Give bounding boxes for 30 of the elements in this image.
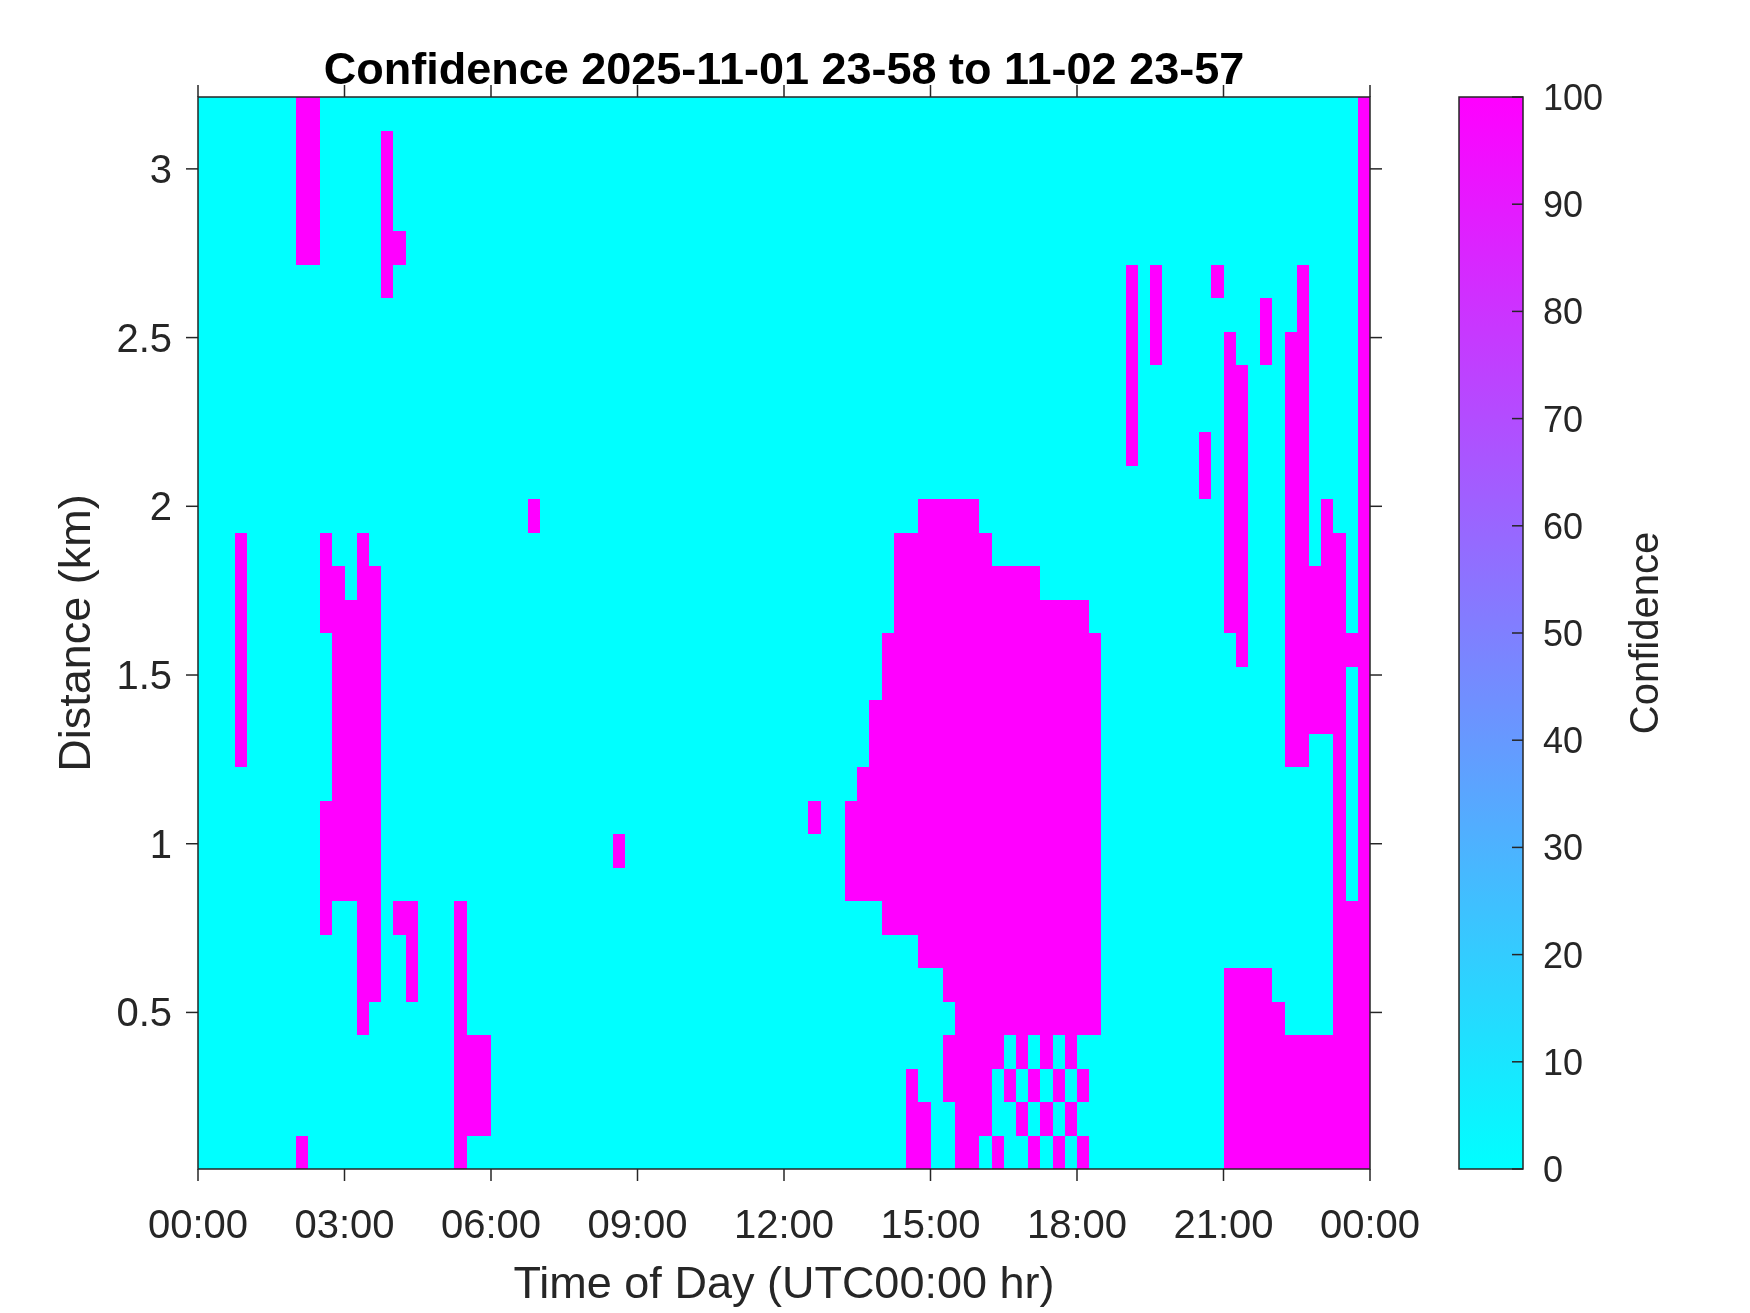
x-tick-label: 00:00 xyxy=(147,1202,249,1246)
x-tick-label: 03:00 xyxy=(294,1202,395,1246)
x-tick-label: 15:00 xyxy=(880,1202,981,1246)
y-tick-label: 1 xyxy=(149,821,172,866)
x-tick-label: 18:00 xyxy=(1026,1202,1128,1246)
y-tick-label: 3 xyxy=(149,146,172,191)
x-tick-label: 09:00 xyxy=(587,1202,688,1246)
color-bar-label: 70 xyxy=(1543,398,1584,440)
x-tick-label: 21:00 xyxy=(1173,1202,1274,1246)
y-axis-title: Distance (km) xyxy=(49,494,100,772)
color-bar-label: 50 xyxy=(1543,613,1584,654)
y-tick-label: 2.5 xyxy=(116,315,172,360)
chart-title: Confidence 2025-11-01 23-58 to 11-02 23-57 xyxy=(323,43,1245,94)
color-bar-label: 20 xyxy=(1543,934,1584,976)
color-bar-label: 10 xyxy=(1543,1041,1584,1083)
y-tick-label: 1.5 xyxy=(116,653,172,698)
color-bar-label: 80 xyxy=(1543,291,1584,333)
y-tick-label: 2 xyxy=(149,484,172,529)
color-bar-label: 90 xyxy=(1543,184,1584,226)
x-tick-label: 12:00 xyxy=(733,1202,835,1246)
y-tick-label: 0.5 xyxy=(116,990,172,1035)
color-bar-label: 100 xyxy=(1543,77,1604,118)
x-tick-label: 00:00 xyxy=(1319,1202,1421,1246)
color-bar-label: 40 xyxy=(1543,720,1584,762)
x-tick-label: 06:00 xyxy=(440,1202,542,1246)
color-bar-title: Confidence xyxy=(1622,531,1666,735)
x-axis-title: Time of Day (UTC00:00 hr) xyxy=(513,1257,1055,1308)
color-bar-label: 60 xyxy=(1543,505,1584,547)
color-bar-label: 0 xyxy=(1543,1149,1564,1190)
color-bar-label: 30 xyxy=(1543,827,1584,869)
